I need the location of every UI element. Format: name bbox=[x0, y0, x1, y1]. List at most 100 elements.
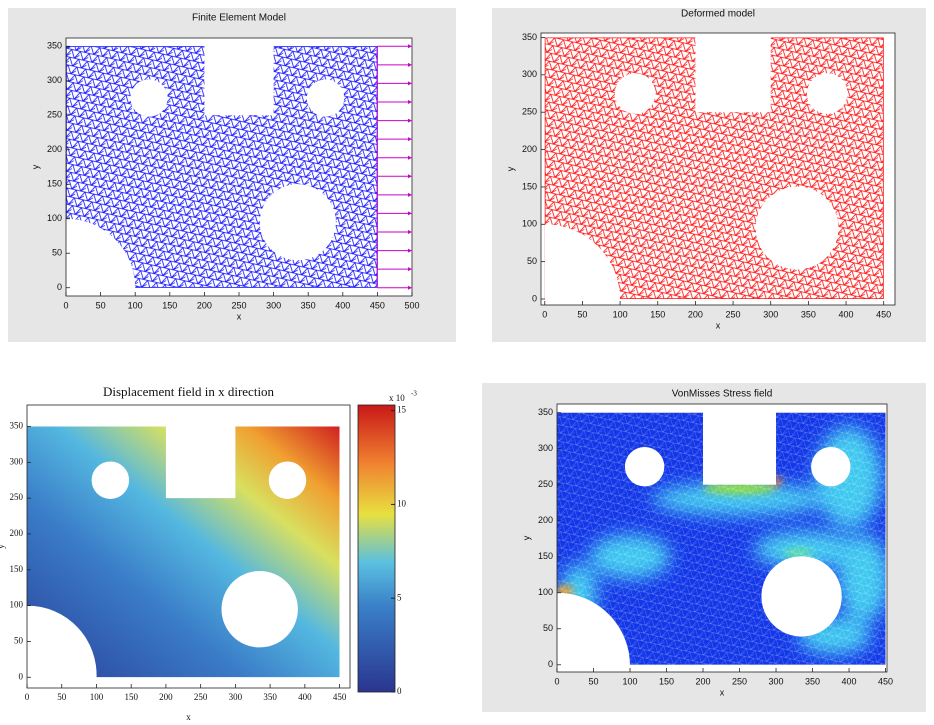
x-tick-label: 300 bbox=[763, 309, 778, 319]
y-tick-label: 50 bbox=[543, 623, 553, 633]
x-axis-label: x bbox=[720, 687, 725, 697]
y-tick-label: 50 bbox=[14, 635, 24, 645]
chart-title: Deformed model bbox=[681, 9, 755, 20]
hole bbox=[221, 571, 297, 647]
figure: 0501001502002503003504004505000501001502… bbox=[0, 0, 934, 725]
x-tick-label: 450 bbox=[333, 692, 347, 702]
colorbar-tick-label: 5 bbox=[397, 592, 402, 602]
hole bbox=[615, 73, 656, 114]
chart: 0 50 100 150 200 250 300 350 400 450 0 50 100 150 200 2… bbox=[521, 389, 893, 698]
y-tick-label: 300 bbox=[538, 443, 553, 453]
x-tick-label: 200 bbox=[197, 300, 212, 310]
y-axis-label: y bbox=[505, 166, 515, 171]
x-tick-label: 100 bbox=[622, 676, 637, 686]
x-tick-label: 350 bbox=[801, 309, 816, 319]
hole bbox=[166, 424, 235, 498]
x-tick-label: 200 bbox=[688, 309, 703, 319]
x-tick-label: 50 bbox=[588, 676, 598, 686]
x-axis-label: x bbox=[716, 320, 721, 330]
x-axis-label: x bbox=[237, 311, 242, 321]
y-tick-label: 200 bbox=[47, 144, 62, 154]
y-tick-label: 250 bbox=[522, 107, 537, 117]
x-tick-label: 450 bbox=[876, 309, 891, 319]
x-tick-label: 0 bbox=[63, 300, 68, 310]
hole bbox=[695, 35, 770, 112]
y-tick-label: 100 bbox=[10, 600, 24, 610]
x-tick-label: 500 bbox=[404, 300, 419, 310]
x-tick-label: 300 bbox=[229, 692, 243, 702]
x-tick-label: 250 bbox=[726, 309, 741, 319]
chart: 0501001502002503003504004500501001502002… bbox=[505, 9, 895, 331]
y-tick-label: 350 bbox=[538, 407, 553, 417]
y-tick-label: 50 bbox=[52, 248, 62, 258]
y-tick-label: 200 bbox=[10, 528, 24, 538]
y-tick-label: 150 bbox=[522, 181, 537, 191]
hole bbox=[307, 79, 344, 116]
chart-title: Finite Element Model bbox=[192, 13, 286, 24]
hole bbox=[260, 184, 336, 260]
y-tick-label: 350 bbox=[10, 421, 24, 431]
x-tick-label: 0 bbox=[542, 309, 547, 319]
hole bbox=[703, 411, 776, 485]
hole bbox=[130, 79, 167, 116]
x-tick-label: 250 bbox=[194, 692, 208, 702]
x-tick-label: 350 bbox=[301, 300, 316, 310]
hole bbox=[811, 447, 850, 486]
y-axis-label: y bbox=[0, 544, 6, 549]
x-tick-label: 400 bbox=[335, 300, 350, 310]
x-tick-label: 400 bbox=[842, 676, 857, 686]
y-tick-label: 150 bbox=[47, 179, 62, 189]
x-tick-label: 450 bbox=[370, 300, 385, 310]
y-tick-label: 300 bbox=[47, 75, 62, 85]
y-tick-label: 150 bbox=[10, 564, 24, 574]
y-tick-label: 250 bbox=[538, 479, 553, 489]
y-tick-label: 100 bbox=[47, 213, 62, 223]
y-tick-label: 100 bbox=[522, 219, 537, 229]
hole bbox=[761, 556, 841, 636]
y-tick-label: 250 bbox=[47, 110, 62, 120]
y-tick-label: 350 bbox=[522, 32, 537, 42]
y-tick-label: 0 bbox=[19, 671, 24, 681]
x-tick-label: 300 bbox=[769, 676, 784, 686]
y-axis-label: y bbox=[30, 164, 40, 169]
x-tick-label: 0 bbox=[554, 676, 559, 686]
y-tick-label: 0 bbox=[548, 659, 553, 669]
x-tick-label: 50 bbox=[96, 300, 106, 310]
y-tick-label: 200 bbox=[538, 515, 553, 525]
y-tick-label: 0 bbox=[532, 293, 537, 303]
x-tick-label: 150 bbox=[650, 309, 665, 319]
y-axis-label: y bbox=[521, 535, 531, 540]
x-tick-label: 150 bbox=[659, 676, 674, 686]
x-tick-label: 50 bbox=[57, 692, 67, 702]
colorbar-tick-label: 10 bbox=[397, 498, 407, 508]
y-tick-label: 250 bbox=[10, 492, 24, 502]
y-tick-label: 100 bbox=[538, 587, 553, 597]
x-tick-label: 150 bbox=[162, 300, 177, 310]
y-tick-label: 300 bbox=[522, 69, 537, 79]
x-tick-label: 250 bbox=[231, 300, 246, 310]
x-tick-label: 300 bbox=[266, 300, 281, 310]
y-tick-label: 200 bbox=[522, 144, 537, 154]
x-tick-label: 0 bbox=[25, 692, 30, 702]
x-tick-label: 400 bbox=[298, 692, 312, 702]
x-tick-label: 450 bbox=[878, 676, 893, 686]
colorbar bbox=[358, 405, 395, 692]
hole bbox=[204, 44, 273, 115]
x-tick-label: 200 bbox=[696, 676, 711, 686]
y-tick-label: 150 bbox=[538, 551, 553, 561]
hole bbox=[92, 461, 130, 499]
colorbar-scale: x 10 bbox=[389, 393, 405, 403]
y-tick-label: 0 bbox=[57, 282, 62, 292]
colorbar-exponent: -3 bbox=[411, 390, 417, 398]
x-axis-label: x bbox=[186, 712, 191, 722]
x-tick-label: 100 bbox=[613, 309, 628, 319]
x-tick-label: 200 bbox=[159, 692, 173, 702]
x-tick-label: 50 bbox=[577, 309, 587, 319]
hole bbox=[269, 461, 307, 499]
x-tick-label: 350 bbox=[263, 692, 277, 702]
colorbar-tick-label: 15 bbox=[397, 405, 407, 415]
x-tick-label: 250 bbox=[732, 676, 747, 686]
y-tick-label: 350 bbox=[47, 41, 62, 51]
